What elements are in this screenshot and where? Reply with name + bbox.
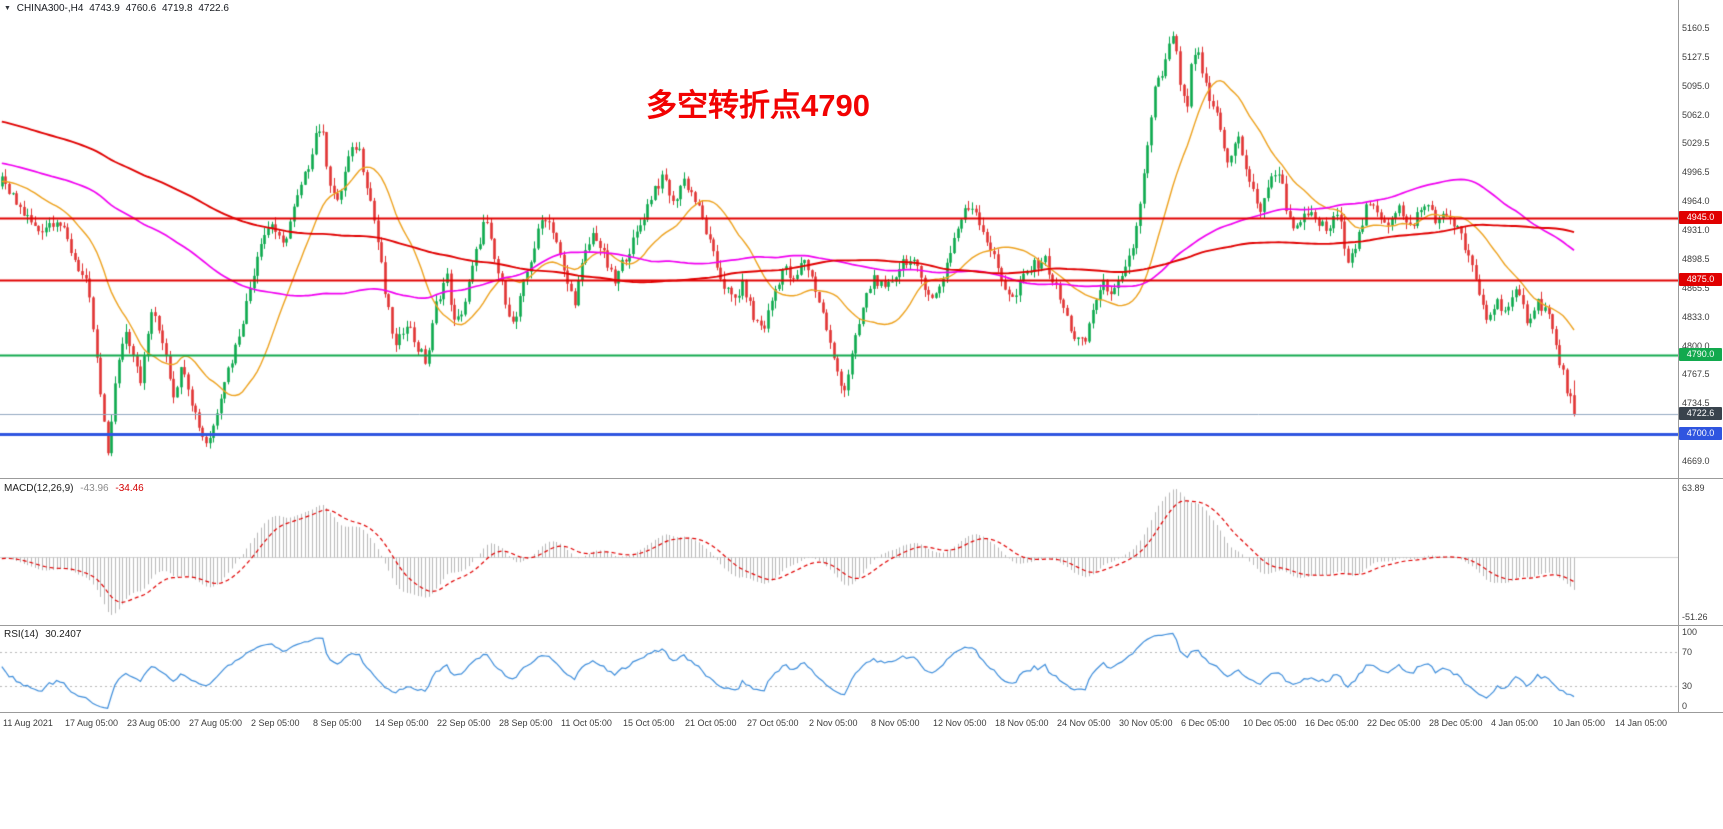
rsi-axis-label: 30 — [1682, 681, 1693, 692]
date-axis-label: 11 Oct 05:00 — [561, 718, 612, 728]
text-annotation: 多空转折点4790 — [646, 88, 870, 123]
date-axis-label: 18 Nov 05:00 — [995, 718, 1049, 728]
level-price-label: 4790.0 — [1679, 348, 1722, 362]
date-axis-label: 27 Aug 05:00 — [189, 718, 243, 728]
date-axis-label: 21 Oct 05:00 — [685, 718, 737, 728]
date-axis-label: 4 Jan 05:00 — [1491, 718, 1539, 728]
symbol-dropdown-icon[interactable]: ▼ — [4, 5, 11, 12]
price-axis-tick: 4898.5 — [1682, 253, 1710, 264]
level-price-label: 4945.0 — [1679, 211, 1722, 225]
price-axis-tick: 4669.0 — [1682, 456, 1710, 467]
chart-header: ▼ CHINA300-,H4 4743.9 4760.6 4719.8 4722… — [4, 3, 232, 14]
macd-axis-min: -51.26 — [1682, 612, 1708, 622]
rsi-axis-label: 100 — [1682, 627, 1698, 637]
panel-separator — [0, 625, 1723, 626]
date-axis-label: 14 Sep 05:00 — [375, 718, 429, 728]
price-axis-tick: 4865.5 — [1682, 282, 1710, 293]
date-axis-label: 16 Dec 05:00 — [1305, 718, 1359, 728]
date-axis-label: 8 Sep 05:00 — [313, 718, 362, 728]
date-axis-label: 6 Dec 05:00 — [1181, 718, 1230, 728]
date-axis-label: 27 Oct 05:00 — [747, 718, 799, 728]
rsi-axis-label: 0 — [1682, 701, 1688, 711]
panel-separator — [0, 478, 1723, 479]
date-axis-label: 2 Sep 05:00 — [251, 718, 300, 728]
date-axis-label: 22 Sep 05:00 — [437, 718, 491, 728]
date-axis-label: 11 Aug 2021 — [3, 718, 53, 728]
date-axis-label: 17 Aug 05:00 — [65, 718, 119, 728]
price-axis-tick: 5029.5 — [1682, 138, 1710, 149]
date-axis-label: 22 Dec 05:00 — [1367, 718, 1421, 728]
macd-indicator-label: MACD(12,26,9) -43.96 -34.46 — [4, 483, 148, 494]
date-axis-label: 28 Sep 05:00 — [499, 718, 553, 728]
level-price-label: 4700.0 — [1679, 427, 1722, 441]
date-axis-label: 10 Dec 05:00 — [1243, 718, 1297, 728]
price-axis-tick: 4734.5 — [1682, 398, 1710, 409]
symbol-period-label: CHINA300-,H4 — [16, 3, 84, 14]
date-axis-label: 14 Jan 05:00 — [1615, 718, 1668, 728]
macd-name: MACD(12,26,9) — [4, 483, 74, 494]
macd-signal-value: -34.46 — [115, 483, 144, 494]
panel-separator — [0, 712, 1723, 713]
date-axis-label: 15 Oct 05:00 — [623, 718, 675, 728]
ohlc-close-value: 4722.6 — [198, 3, 229, 14]
date-axis-label: 12 Nov 05:00 — [933, 718, 987, 728]
current-price-label: 4722.6 — [1679, 407, 1722, 421]
ohlc-open-value: 4743.9 — [89, 3, 120, 14]
rsi-indicator-label: RSI(14) 30.2407 — [4, 629, 85, 640]
date-axis-label: 10 Jan 05:00 — [1553, 718, 1606, 728]
price-axis-tick: 5062.0 — [1682, 109, 1710, 120]
rsi-name: RSI(14) — [4, 629, 39, 640]
ohlc-high-value: 4760.6 — [125, 3, 157, 14]
rsi-panel-canvas[interactable] — [0, 626, 1678, 712]
date-axis-label: 8 Nov 05:00 — [871, 718, 920, 728]
price-axis-tick: 4767.5 — [1682, 369, 1710, 380]
price-axis-tick: 4800.0 — [1682, 340, 1710, 351]
rsi-value: 30.2407 — [45, 629, 82, 640]
price-axis-tick: 5127.5 — [1682, 51, 1710, 62]
level-price-label: 4875.0 — [1679, 273, 1722, 287]
price-axis-tick: 5095.0 — [1682, 80, 1710, 91]
price-axis-tick: 4931.0 — [1682, 225, 1710, 236]
macd-main-value: -43.96 — [80, 483, 109, 494]
date-axis-label: 28 Dec 05:00 — [1429, 718, 1483, 728]
price-axis-tick: 4964.0 — [1682, 196, 1710, 207]
rsi-axis-label: 70 — [1682, 646, 1693, 657]
price-axis-tick: 4996.5 — [1682, 167, 1710, 178]
date-axis-label: 2 Nov 05:00 — [809, 718, 858, 728]
date-axis-label: 30 Nov 05:00 — [1119, 718, 1173, 728]
macd-axis-max: 63.89 — [1682, 483, 1705, 493]
price-axis-tick: 4833.0 — [1682, 311, 1710, 322]
date-axis-label: 23 Aug 05:00 — [127, 718, 181, 728]
macd-panel-canvas[interactable] — [0, 479, 1678, 625]
main-chart-canvas[interactable] — [0, 0, 1678, 478]
date-axis-label: 24 Nov 05:00 — [1057, 718, 1111, 728]
price-axis-tick: 5160.5 — [1682, 22, 1710, 33]
axis-separator — [1678, 0, 1679, 712]
ohlc-low-value: 4719.8 — [161, 3, 193, 14]
